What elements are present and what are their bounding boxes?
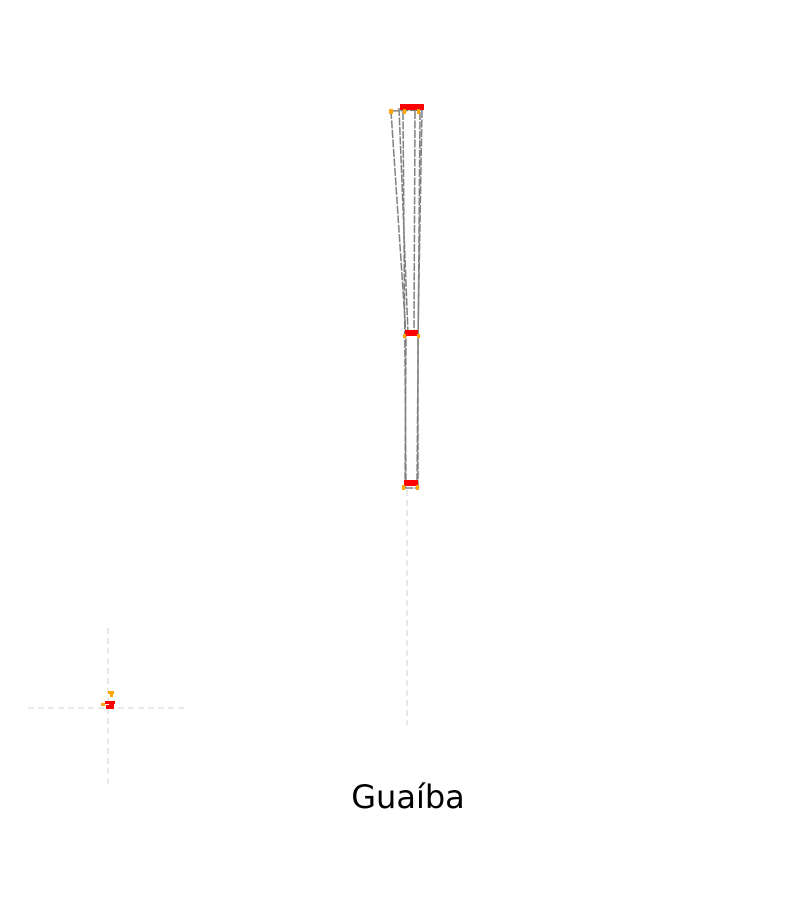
middle-markers [403, 330, 420, 338]
orange-marker-icon [108, 691, 114, 694]
red-marker-icon [105, 701, 115, 704]
outline-inner-left-column [402, 111, 407, 487]
orange-marker-icon [417, 109, 420, 114]
guide-lines [28, 490, 408, 788]
map-caption: Guaíba [351, 778, 465, 816]
outline-left-inner [398, 107, 409, 334]
region-outline [390, 107, 423, 489]
red-marker-icon [400, 104, 424, 110]
outline-right-inner [413, 110, 416, 334]
red-marker-icon [404, 480, 418, 486]
red-marker-icon [405, 330, 418, 336]
orange-marker-icon [101, 703, 105, 706]
bottom-markers [402, 480, 419, 490]
orange-marker-icon [110, 693, 113, 697]
orange-marker-icon [416, 485, 419, 490]
inset-feature [101, 691, 115, 709]
top-markers [389, 104, 424, 114]
orange-marker-icon [403, 109, 406, 114]
orange-marker-icon [402, 485, 405, 490]
orange-marker-icon [389, 109, 393, 114]
outline-inner-right-column [416, 111, 421, 487]
orange-marker-icon [417, 334, 420, 338]
red-marker-icon [109, 703, 114, 709]
red-marker-icon [106, 705, 109, 709]
outline-left-taper [390, 110, 407, 489]
outline-top-edge [390, 109, 423, 112]
orange-marker-icon [403, 334, 406, 338]
